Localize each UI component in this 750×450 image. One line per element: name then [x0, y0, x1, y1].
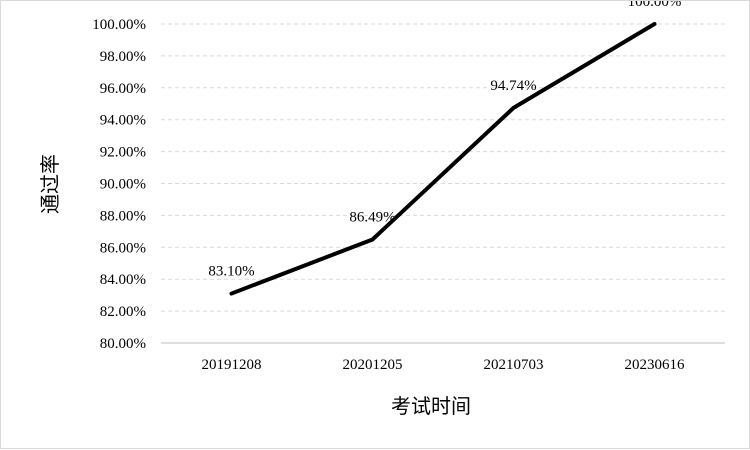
y-tick-label: 82.00% — [100, 304, 146, 320]
y-axis-title: 通过率 — [38, 154, 62, 214]
data-label: 100.00% — [628, 1, 682, 10]
y-tick-label: 86.00% — [100, 240, 146, 256]
series-line-group — [229, 22, 657, 296]
data-label: 94.74% — [490, 78, 536, 94]
series-line — [229, 22, 657, 296]
y-tick-label: 88.00% — [100, 208, 146, 224]
x-tick-label: 20210703 — [484, 357, 544, 373]
y-tick-label: 92.00% — [100, 145, 146, 161]
x-tick-label: 20191208 — [202, 357, 262, 373]
y-tick-label: 90.00% — [100, 177, 146, 193]
data-label: 83.10% — [208, 264, 254, 280]
x-axis-title: 考试时间 — [391, 394, 471, 418]
data-label: 86.49% — [349, 209, 395, 225]
x-tick-labels: 20191208 20201205 20210703 20230616 — [202, 357, 686, 373]
y-tick-label: 98.00% — [100, 49, 146, 65]
gridlines — [161, 23, 725, 344]
data-labels: 83.10% 86.49% 94.74% 100.00% — [208, 1, 681, 280]
y-tick-label: 80.00% — [100, 336, 146, 352]
y-tick-label: 96.00% — [100, 81, 146, 97]
x-tick-label: 20230616 — [625, 357, 686, 373]
y-tick-label: 94.00% — [100, 113, 146, 129]
y-tick-labels: 80.00% 82.00% 84.00% 86.00% 88.00% 90.00% 92.0… — [92, 17, 146, 352]
y-tick-label: 84.00% — [100, 272, 146, 288]
y-tick-label: 100.00% — [92, 17, 146, 33]
x-tick-label: 20201205 — [343, 357, 403, 373]
